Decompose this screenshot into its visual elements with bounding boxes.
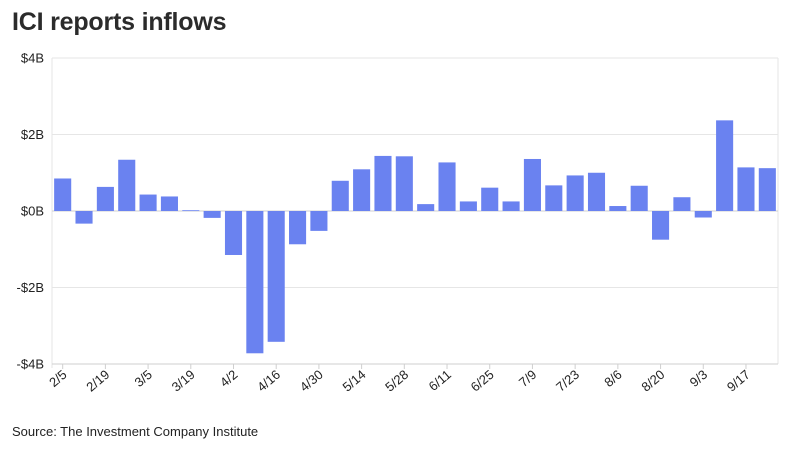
bar-8-13 bbox=[630, 185, 648, 211]
bar-7-23 bbox=[566, 175, 584, 211]
bar-8-27 bbox=[673, 197, 691, 211]
bar-4-23 bbox=[289, 211, 307, 245]
bar-4-9 bbox=[246, 211, 264, 354]
bar-3-26 bbox=[203, 211, 221, 218]
chart-title: ICI reports inflows bbox=[12, 8, 227, 36]
x-tick-label: 9/3 bbox=[687, 367, 710, 390]
x-tick-label: 3/5 bbox=[132, 367, 155, 390]
x-tick-label: 7/9 bbox=[516, 367, 539, 390]
x-tick-label: 3/19 bbox=[169, 367, 198, 395]
bar-2-26 bbox=[118, 159, 136, 211]
bar-9-17 bbox=[737, 167, 755, 211]
bar-5-21 bbox=[374, 155, 392, 211]
x-tick-label: 2/5 bbox=[46, 367, 69, 390]
bar-9-24 bbox=[758, 168, 776, 211]
bars bbox=[54, 120, 776, 354]
x-tick-label: 5/28 bbox=[382, 367, 411, 395]
y-tick-label: -$4B bbox=[17, 357, 44, 372]
bar-4-30 bbox=[310, 211, 328, 231]
bar-5-28 bbox=[395, 156, 413, 211]
bar-4-2 bbox=[224, 211, 243, 255]
x-tick-label: 6/11 bbox=[426, 367, 454, 394]
bar-7-9 bbox=[523, 158, 541, 211]
bar-4-16 bbox=[267, 211, 285, 342]
x-axis-ticks: 2/5 2/19 3/5 3/19 4/2 4/16 4/30 5/14 5/28 6/11 6/2… bbox=[46, 364, 753, 395]
x-tick-label: 7/23 bbox=[553, 367, 582, 395]
bar-5-14 bbox=[353, 169, 371, 211]
bar-9-3 bbox=[694, 211, 712, 218]
bar-7-2 bbox=[502, 201, 520, 211]
bar-7-30 bbox=[587, 172, 606, 211]
bar-3-19 bbox=[182, 210, 200, 212]
x-tick-label: 9/17 bbox=[724, 367, 753, 395]
bar-3-5 bbox=[139, 194, 157, 211]
bar-8-6 bbox=[609, 206, 627, 211]
bar-6-18 bbox=[459, 201, 477, 211]
y-tick-label: -$2B bbox=[17, 280, 44, 295]
bar-6-4 bbox=[417, 204, 435, 211]
y-tick-label: $2B bbox=[21, 127, 44, 142]
bar-2-19 bbox=[96, 186, 114, 211]
bar-6-11 bbox=[438, 162, 456, 211]
y-axis-ticks: $4B $2B $0B -$2B -$4B bbox=[17, 51, 44, 372]
bar-8-20 bbox=[652, 211, 670, 240]
x-tick-label: 6/25 bbox=[468, 367, 497, 395]
source-note: Source: The Investment Company Institute bbox=[12, 424, 259, 439]
gridlines bbox=[51, 57, 779, 368]
bar-7-16 bbox=[545, 185, 563, 211]
bar-6-25 bbox=[481, 187, 499, 211]
bar-9-10 bbox=[716, 120, 734, 211]
x-tick-label: 8/6 bbox=[601, 367, 624, 390]
bar-2-5 bbox=[54, 178, 72, 211]
x-tick-label: 4/2 bbox=[217, 367, 240, 390]
x-tick-label: 5/14 bbox=[340, 367, 369, 395]
bar-2-12 bbox=[75, 211, 93, 224]
x-tick-label: 4/16 bbox=[254, 367, 283, 395]
x-tick-label: 2/19 bbox=[83, 367, 112, 395]
bar-3-12 bbox=[160, 196, 178, 211]
x-tick-label: 8/20 bbox=[638, 367, 667, 395]
x-tick-label: 4/30 bbox=[297, 367, 326, 395]
bar-5-7 bbox=[331, 180, 349, 211]
y-tick-label: $4B bbox=[21, 51, 44, 66]
y-tick-label: $0B bbox=[21, 204, 44, 219]
